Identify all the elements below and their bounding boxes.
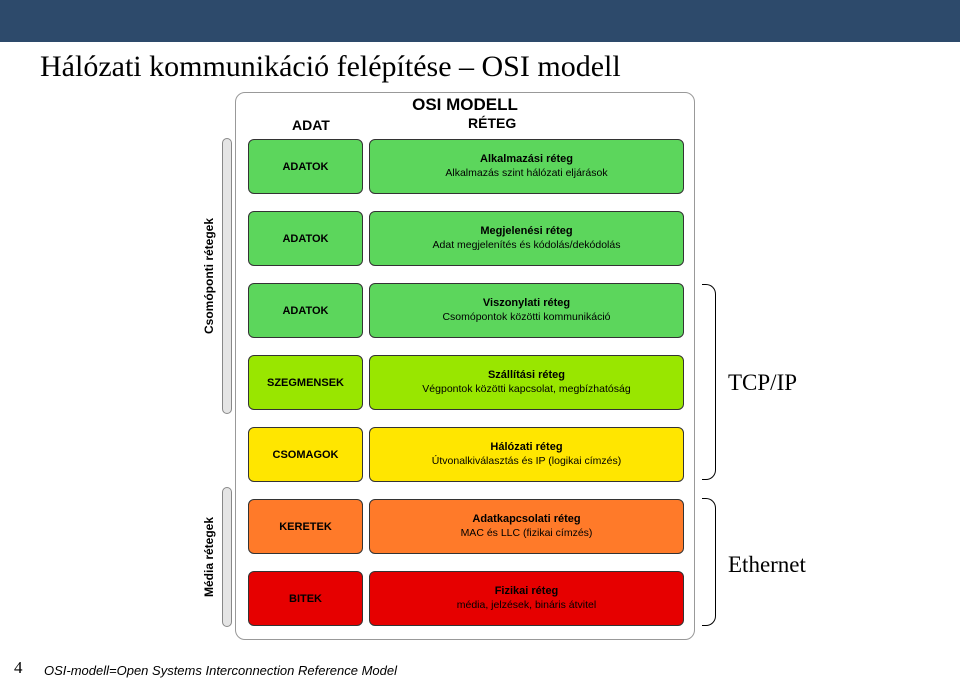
osi-diagram: Csomóponti rétegek Média rétegek OSI MOD… (190, 92, 710, 652)
footnote: OSI-modell=Open Systems Interconnection … (44, 663, 397, 678)
side-bar-media (222, 487, 232, 627)
layer-row-2: KERETEK Adatkapcsolati réteg MAC és LLC … (248, 499, 684, 554)
layer-desc: média, jelzések, bináris átvitel (457, 599, 596, 612)
col-head-data: ADAT (292, 117, 330, 133)
col-head-layer: RÉTEG (468, 115, 516, 131)
layer-name: Alkalmazási réteg (480, 153, 573, 167)
layer-session: Viszonylati réteg Csomópontok közötti ko… (369, 283, 684, 338)
side-bar-host (222, 138, 232, 414)
layer-row-7: ADATOK Alkalmazási réteg Alkalmazás szin… (248, 139, 684, 194)
data-unit: ADATOK (248, 283, 363, 338)
layer-desc: Végpontok közötti kapcsolat, megbízhatós… (422, 383, 630, 396)
bracket-label-ethernet: Ethernet (728, 552, 806, 578)
bracket-ethernet (702, 498, 716, 626)
layer-row-6: ADATOK Megjelenési réteg Adat megjelenít… (248, 211, 684, 266)
data-unit: BITEK (248, 571, 363, 626)
layer-name: Adatkapcsolati réteg (472, 513, 580, 527)
data-unit: CSOMAGOK (248, 427, 363, 482)
layer-datalink: Adatkapcsolati réteg MAC és LLC (fizikai… (369, 499, 684, 554)
data-unit: ADATOK (248, 139, 363, 194)
layer-transport: Szállítási réteg Végpontok közötti kapcs… (369, 355, 684, 410)
layer-desc: Alkalmazás szint hálózati eljárások (445, 167, 607, 180)
layer-name: Megjelenési réteg (480, 225, 572, 239)
data-unit: SZEGMENSEK (248, 355, 363, 410)
page-number: 4 (14, 658, 23, 678)
osi-container: OSI MODELL ADAT RÉTEG ADATOK Alkalmazási… (235, 92, 695, 640)
data-unit: KERETEK (248, 499, 363, 554)
layer-desc: MAC és LLC (fizikai címzés) (461, 527, 593, 540)
layer-name: Hálózati réteg (490, 441, 562, 455)
layer-row-3: CSOMAGOK Hálózati réteg Útvonalkiválaszt… (248, 427, 684, 482)
layer-row-1: BITEK Fizikai réteg média, jelzések, bin… (248, 571, 684, 626)
layer-name: Fizikai réteg (495, 585, 559, 599)
layer-name: Szállítási réteg (488, 369, 565, 383)
layer-application: Alkalmazási réteg Alkalmazás szint hálóz… (369, 139, 684, 194)
layer-desc: Adat megjelenítés és kódolás/dekódolás (433, 239, 621, 252)
layer-physical: Fizikai réteg média, jelzések, bináris á… (369, 571, 684, 626)
header-bar (0, 0, 960, 42)
layer-presentation: Megjelenési réteg Adat megjelenítés és k… (369, 211, 684, 266)
layer-desc: Útvonalkiválasztás és IP (logikai címzés… (432, 455, 621, 468)
side-label-media: Média rétegek (202, 487, 216, 627)
layer-row-5: ADATOK Viszonylati réteg Csomópontok köz… (248, 283, 684, 338)
layer-network: Hálózati réteg Útvonalkiválasztás és IP … (369, 427, 684, 482)
page-title: Hálózati kommunikáció felépítése – OSI m… (0, 42, 960, 84)
bracket-tcpip (702, 284, 716, 480)
layer-name: Viszonylati réteg (483, 297, 570, 311)
layer-desc: Csomópontok közötti kommunikáció (442, 311, 610, 324)
data-unit: ADATOK (248, 211, 363, 266)
layer-row-4: SZEGMENSEK Szállítási réteg Végpontok kö… (248, 355, 684, 410)
bracket-label-tcpip: TCP/IP (728, 370, 797, 396)
side-label-host: Csomóponti rétegek (202, 138, 216, 414)
osi-heading: OSI MODELL (236, 95, 694, 115)
